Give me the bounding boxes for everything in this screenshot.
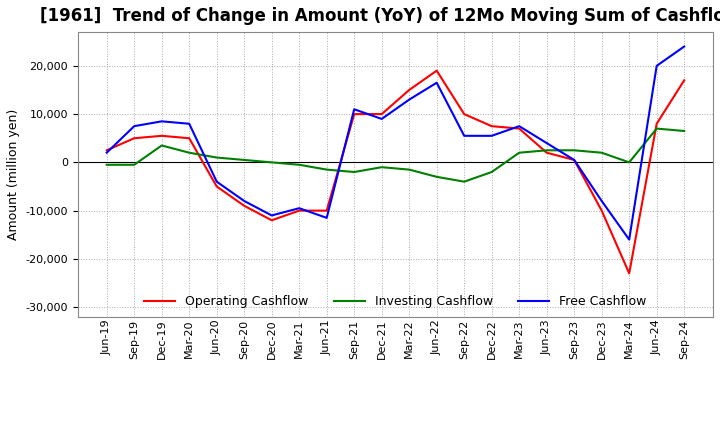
Operating Cashflow <box>542 150 551 155</box>
Investing Cashflow <box>295 162 304 167</box>
Free Cashflow <box>295 205 304 211</box>
Investing Cashflow <box>377 165 386 170</box>
Operating Cashflow <box>158 133 166 139</box>
Free Cashflow <box>377 116 386 121</box>
Operating Cashflow <box>295 208 304 213</box>
Y-axis label: Amount (million yen): Amount (million yen) <box>7 109 20 240</box>
Free Cashflow <box>542 140 551 146</box>
Line: Operating Cashflow: Operating Cashflow <box>107 71 684 273</box>
Investing Cashflow <box>625 160 634 165</box>
Operating Cashflow <box>487 124 496 129</box>
Investing Cashflow <box>460 179 469 184</box>
Line: Investing Cashflow: Investing Cashflow <box>107 128 684 182</box>
Investing Cashflow <box>130 162 138 167</box>
Free Cashflow <box>212 179 221 184</box>
Free Cashflow <box>240 198 248 204</box>
Investing Cashflow <box>542 148 551 153</box>
Free Cashflow <box>185 121 194 126</box>
Operating Cashflow <box>240 203 248 209</box>
Investing Cashflow <box>680 128 688 134</box>
Operating Cashflow <box>102 148 111 153</box>
Operating Cashflow <box>267 218 276 223</box>
Investing Cashflow <box>515 150 523 155</box>
Free Cashflow <box>487 133 496 139</box>
Operating Cashflow <box>680 78 688 83</box>
Investing Cashflow <box>652 126 661 131</box>
Free Cashflow <box>515 124 523 129</box>
Investing Cashflow <box>487 169 496 175</box>
Operating Cashflow <box>377 111 386 117</box>
Operating Cashflow <box>323 208 331 213</box>
Line: Free Cashflow: Free Cashflow <box>107 47 684 240</box>
Investing Cashflow <box>240 158 248 163</box>
Free Cashflow <box>102 150 111 155</box>
Investing Cashflow <box>570 148 578 153</box>
Operating Cashflow <box>515 126 523 131</box>
Free Cashflow <box>323 215 331 220</box>
Free Cashflow <box>652 63 661 69</box>
Free Cashflow <box>625 237 634 242</box>
Investing Cashflow <box>323 167 331 172</box>
Operating Cashflow <box>598 208 606 213</box>
Free Cashflow <box>267 213 276 218</box>
Investing Cashflow <box>350 169 359 175</box>
Operating Cashflow <box>130 136 138 141</box>
Investing Cashflow <box>433 174 441 180</box>
Free Cashflow <box>158 119 166 124</box>
Legend: Operating Cashflow, Investing Cashflow, Free Cashflow: Operating Cashflow, Investing Cashflow, … <box>139 290 652 313</box>
Operating Cashflow <box>570 158 578 163</box>
Free Cashflow <box>350 106 359 112</box>
Operating Cashflow <box>350 111 359 117</box>
Investing Cashflow <box>267 160 276 165</box>
Investing Cashflow <box>598 150 606 155</box>
Free Cashflow <box>680 44 688 49</box>
Free Cashflow <box>570 158 578 163</box>
Free Cashflow <box>598 198 606 204</box>
Operating Cashflow <box>185 136 194 141</box>
Investing Cashflow <box>405 167 413 172</box>
Operating Cashflow <box>652 121 661 126</box>
Free Cashflow <box>405 97 413 102</box>
Operating Cashflow <box>625 271 634 276</box>
Operating Cashflow <box>212 184 221 189</box>
Operating Cashflow <box>460 111 469 117</box>
Title: [1961]  Trend of Change in Amount (YoY) of 12Mo Moving Sum of Cashflows: [1961] Trend of Change in Amount (YoY) o… <box>40 7 720 25</box>
Free Cashflow <box>460 133 469 139</box>
Investing Cashflow <box>158 143 166 148</box>
Operating Cashflow <box>405 87 413 92</box>
Investing Cashflow <box>185 150 194 155</box>
Investing Cashflow <box>212 155 221 160</box>
Free Cashflow <box>130 124 138 129</box>
Investing Cashflow <box>102 162 111 167</box>
Free Cashflow <box>433 80 441 85</box>
Operating Cashflow <box>433 68 441 73</box>
